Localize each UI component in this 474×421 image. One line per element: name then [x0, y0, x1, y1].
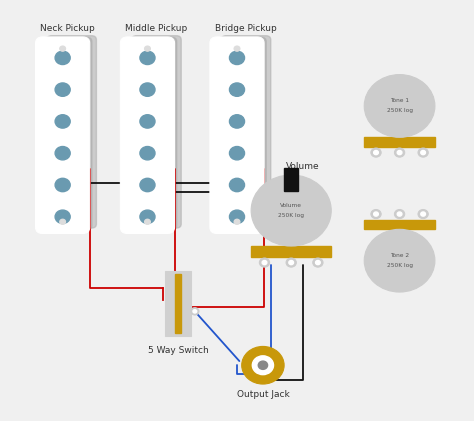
- Text: 5 Way Switch: 5 Way Switch: [148, 346, 209, 355]
- Circle shape: [394, 148, 405, 157]
- Circle shape: [229, 83, 245, 96]
- Circle shape: [418, 148, 428, 157]
- Text: 250K log: 250K log: [278, 213, 304, 218]
- Circle shape: [60, 219, 65, 224]
- Bar: [284, 168, 298, 191]
- Circle shape: [55, 83, 70, 96]
- Circle shape: [234, 46, 240, 51]
- Bar: [364, 137, 435, 147]
- Circle shape: [140, 115, 155, 128]
- Circle shape: [140, 147, 155, 160]
- Circle shape: [371, 210, 381, 218]
- Circle shape: [418, 210, 428, 218]
- Circle shape: [421, 212, 426, 216]
- Text: 250K log: 250K log: [387, 263, 412, 268]
- Circle shape: [191, 308, 199, 315]
- Circle shape: [193, 310, 197, 313]
- Bar: [165, 271, 191, 336]
- FancyBboxPatch shape: [132, 36, 181, 228]
- Circle shape: [394, 210, 405, 218]
- Circle shape: [364, 229, 435, 292]
- Circle shape: [55, 179, 70, 192]
- Text: Middle Pickup: Middle Pickup: [125, 24, 187, 33]
- Circle shape: [229, 51, 245, 64]
- Circle shape: [252, 356, 273, 375]
- Circle shape: [55, 51, 70, 64]
- FancyBboxPatch shape: [221, 36, 271, 228]
- Circle shape: [60, 46, 65, 51]
- Circle shape: [229, 210, 245, 224]
- Circle shape: [145, 219, 150, 224]
- Circle shape: [374, 212, 378, 216]
- Circle shape: [229, 147, 245, 160]
- Circle shape: [397, 150, 402, 155]
- Circle shape: [258, 361, 268, 369]
- FancyBboxPatch shape: [217, 37, 266, 230]
- Circle shape: [397, 212, 402, 216]
- Text: Output Jack: Output Jack: [237, 390, 289, 400]
- Circle shape: [316, 261, 320, 265]
- Circle shape: [140, 51, 155, 64]
- Circle shape: [289, 261, 293, 265]
- Bar: [175, 274, 181, 333]
- Circle shape: [364, 75, 435, 137]
- Circle shape: [313, 258, 323, 267]
- Circle shape: [374, 150, 378, 155]
- FancyBboxPatch shape: [210, 37, 264, 234]
- FancyBboxPatch shape: [47, 36, 96, 228]
- Circle shape: [145, 46, 150, 51]
- Circle shape: [234, 219, 240, 224]
- Text: Tone 2: Tone 2: [390, 253, 409, 258]
- Text: Volume: Volume: [286, 162, 320, 171]
- Text: Neck Pickup: Neck Pickup: [40, 24, 95, 33]
- Circle shape: [371, 148, 381, 157]
- Circle shape: [140, 210, 155, 224]
- Circle shape: [140, 83, 155, 96]
- Circle shape: [259, 258, 270, 267]
- Text: Bridge Pickup: Bridge Pickup: [215, 24, 276, 33]
- Circle shape: [242, 346, 284, 384]
- Circle shape: [229, 115, 245, 128]
- Circle shape: [55, 115, 70, 128]
- Circle shape: [55, 147, 70, 160]
- Circle shape: [286, 258, 296, 267]
- Text: Volume: Volume: [280, 203, 302, 208]
- Circle shape: [140, 179, 155, 192]
- Circle shape: [55, 210, 70, 224]
- Circle shape: [262, 261, 267, 265]
- FancyBboxPatch shape: [36, 37, 90, 234]
- Bar: [251, 246, 331, 257]
- Bar: [364, 220, 435, 229]
- Circle shape: [251, 175, 331, 246]
- Text: 250K log: 250K log: [387, 109, 412, 114]
- Circle shape: [421, 150, 426, 155]
- FancyBboxPatch shape: [120, 37, 174, 234]
- FancyBboxPatch shape: [127, 37, 177, 230]
- Circle shape: [229, 179, 245, 192]
- FancyBboxPatch shape: [43, 37, 92, 230]
- Text: Tone 1: Tone 1: [390, 99, 409, 104]
